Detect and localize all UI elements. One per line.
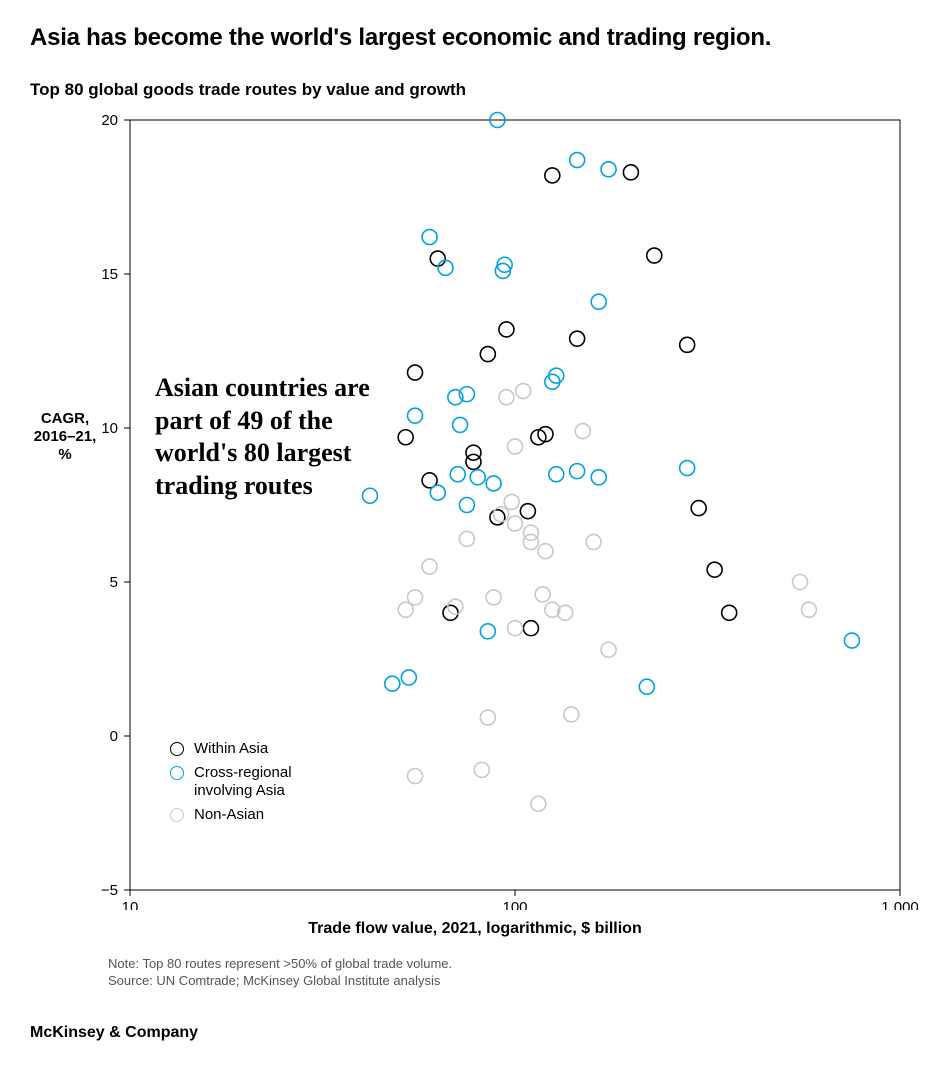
data-point: [499, 322, 514, 337]
x-tick-label: 10: [122, 899, 139, 910]
data-point: [450, 467, 465, 482]
data-point: [480, 347, 495, 362]
data-point: [691, 501, 706, 516]
data-point: [535, 587, 550, 602]
data-point: [486, 476, 501, 491]
legend-swatch: [170, 808, 184, 822]
chart-legend: Within Asia Cross-regional involving Asia…: [170, 740, 354, 830]
data-point: [466, 454, 481, 469]
data-point: [508, 439, 523, 454]
data-point: [844, 633, 859, 648]
data-point: [470, 470, 485, 485]
data-point: [490, 510, 505, 525]
data-point: [480, 624, 495, 639]
footnote-line: Source: UN Comtrade; McKinsey Global Ins…: [108, 973, 921, 988]
data-point: [438, 260, 453, 275]
data-point: [793, 575, 808, 590]
data-point: [722, 605, 737, 620]
data-point: [486, 590, 501, 605]
data-point: [538, 544, 553, 559]
y-tick-label: 5: [110, 574, 118, 591]
legend-label: Within Asia: [194, 740, 268, 758]
page-headline: Asia has become the world's largest econ…: [30, 24, 921, 52]
data-point: [408, 590, 423, 605]
data-point: [523, 621, 538, 636]
data-point: [516, 384, 531, 399]
data-point: [459, 498, 474, 513]
data-point: [494, 507, 509, 522]
legend-swatch: [170, 766, 184, 780]
data-point: [453, 417, 468, 432]
data-point: [570, 153, 585, 168]
data-point: [707, 562, 722, 577]
legend-item: Cross-regional involving Asia: [170, 764, 354, 800]
data-point: [570, 464, 585, 479]
data-point: [401, 670, 416, 685]
data-point: [422, 559, 437, 574]
x-tick-label: 100: [502, 899, 527, 910]
data-point: [570, 331, 585, 346]
chart-container: CAGR, 2016–21, % −5 0 5 10 15 20 10 100 1,000 As…: [30, 110, 920, 910]
data-point: [680, 461, 695, 476]
chart-subtitle: Top 80 global goods trade routes by valu…: [30, 80, 921, 100]
data-point: [523, 525, 538, 540]
data-point: [459, 531, 474, 546]
data-point: [508, 621, 523, 636]
data-point: [591, 294, 606, 309]
y-axis-label-line: %: [58, 446, 71, 463]
data-point: [385, 676, 400, 691]
data-point: [545, 168, 560, 183]
legend-swatch: [170, 742, 184, 756]
footnote-line: Note: Top 80 routes represent >50% of gl…: [108, 956, 921, 971]
data-point: [523, 534, 538, 549]
legend-item: Within Asia: [170, 740, 354, 758]
x-axis-label: Trade flow value, 2021, logarithmic, $ b…: [30, 920, 920, 938]
data-point: [575, 424, 590, 439]
legend-label: Non-Asian: [194, 806, 264, 824]
data-point: [422, 230, 437, 245]
data-point: [430, 251, 445, 266]
data-point: [623, 165, 638, 180]
data-point: [639, 679, 654, 694]
data-point: [466, 445, 481, 460]
data-point: [601, 162, 616, 177]
data-point: [531, 796, 546, 811]
legend-item: Non-Asian: [170, 806, 354, 824]
data-point: [601, 642, 616, 657]
data-point: [474, 762, 489, 777]
data-point: [430, 485, 445, 500]
data-point: [499, 390, 514, 405]
data-point: [647, 248, 662, 263]
data-point: [564, 707, 579, 722]
data-point: [801, 602, 816, 617]
data-point: [508, 516, 523, 531]
y-tick-label: 20: [101, 112, 118, 129]
data-point: [504, 494, 519, 509]
data-point: [408, 769, 423, 784]
data-point: [591, 470, 606, 485]
data-point: [586, 534, 601, 549]
data-point: [520, 504, 535, 519]
scatter-plot: −5 0 5 10 15 20 10 100 1,000: [30, 110, 920, 910]
chart-footnotes: Note: Top 80 routes represent >50% of gl…: [30, 956, 921, 988]
data-point: [549, 467, 564, 482]
data-point: [480, 710, 495, 725]
y-tick-label: 15: [101, 266, 118, 283]
data-point: [680, 337, 695, 352]
y-tick-label: −5: [101, 882, 118, 899]
chart-annotation: Asian countries are part of 49 of the wo…: [155, 372, 415, 502]
x-tick-label: 1,000: [881, 899, 919, 910]
y-axis-label-line: 2016–21,: [34, 428, 97, 445]
y-axis-label: CAGR, 2016–21, %: [30, 410, 100, 464]
y-tick-label: 0: [110, 728, 118, 745]
legend-label: Cross-regional involving Asia: [194, 764, 354, 800]
brand-signature: McKinsey & Company: [30, 1024, 921, 1042]
y-axis-label-line: CAGR,: [41, 410, 89, 427]
y-tick-label: 10: [101, 420, 118, 437]
